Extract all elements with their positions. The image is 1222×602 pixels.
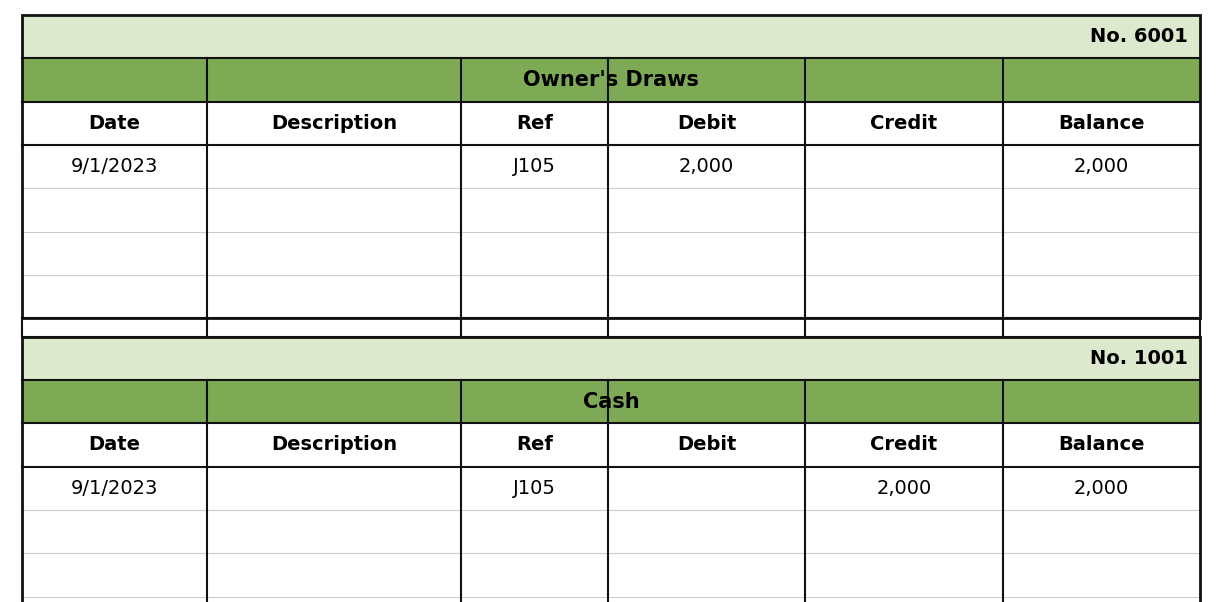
Bar (22, 337, 1200, 602)
Bar (22, 232, 1200, 275)
Bar (22, 553, 1200, 597)
Text: Ref: Ref (516, 435, 554, 455)
Text: Credit: Credit (870, 435, 937, 455)
Bar (22, 318, 1200, 337)
Bar (22, 275, 1200, 318)
Text: Debit: Debit (677, 114, 736, 133)
Text: Date: Date (88, 114, 141, 133)
Text: 2,000: 2,000 (1074, 157, 1129, 176)
Text: No. 6001: No. 6001 (1090, 27, 1188, 46)
Text: 2,000: 2,000 (679, 157, 734, 176)
Text: J105: J105 (513, 479, 556, 498)
Text: Description: Description (271, 114, 397, 133)
Bar (22, 467, 1200, 510)
Text: 2,000: 2,000 (876, 479, 931, 498)
Text: Cash: Cash (583, 391, 639, 412)
Bar (22, 318, 1200, 337)
Bar (22, 597, 1200, 602)
Bar (22, 102, 1200, 145)
Text: J105: J105 (513, 157, 556, 176)
Text: Ref: Ref (516, 114, 554, 133)
Text: Credit: Credit (870, 114, 937, 133)
Bar (22, 58, 1200, 102)
Text: Balance: Balance (1058, 435, 1145, 455)
Bar (22, 337, 1200, 380)
Bar (22, 423, 1200, 467)
Bar (22, 145, 1200, 188)
Text: Debit: Debit (677, 435, 736, 455)
Bar (22, 188, 1200, 232)
Bar (22, 510, 1200, 553)
Text: Balance: Balance (1058, 114, 1145, 133)
Text: No. 1001: No. 1001 (1090, 349, 1188, 368)
Text: 9/1/2023: 9/1/2023 (71, 479, 158, 498)
Bar (22, 15, 1200, 58)
Text: 2,000: 2,000 (1074, 479, 1129, 498)
Bar (22, 380, 1200, 423)
Bar (22, 15, 1200, 318)
Text: Owner's Draws: Owner's Draws (523, 70, 699, 90)
Text: 9/1/2023: 9/1/2023 (71, 157, 158, 176)
Text: Date: Date (88, 435, 141, 455)
Text: Description: Description (271, 435, 397, 455)
